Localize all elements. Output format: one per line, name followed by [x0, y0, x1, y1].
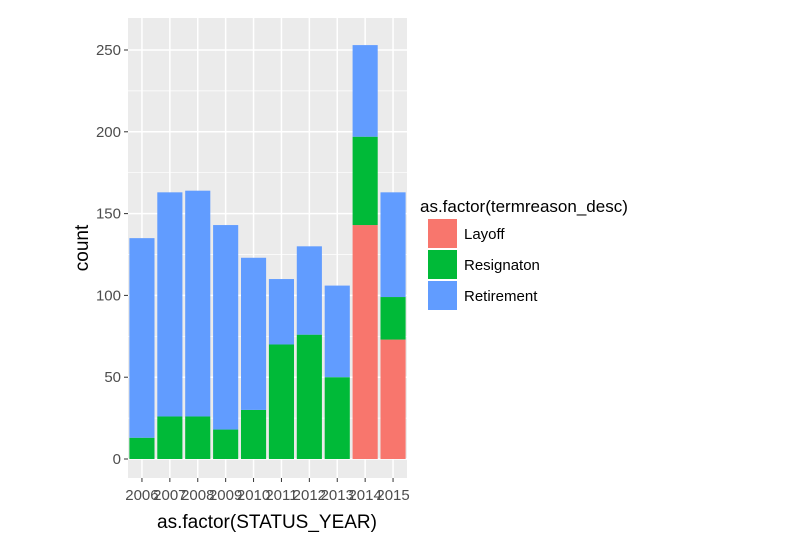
bar-segment-retirement [240, 257, 267, 410]
x-tick-label: 2011 [265, 487, 297, 504]
bars [129, 45, 406, 459]
x-tick-label: 2007 [153, 487, 186, 504]
x-tick-label: 2010 [237, 487, 270, 504]
x-tick-label: 2006 [125, 487, 158, 504]
bar-segment-resignaton [268, 344, 295, 459]
y-tick-label: 150 [96, 206, 121, 223]
legend-title: as.factor(termreason_desc) [420, 197, 628, 216]
axes: 0501001502002502006200720082009201020112… [96, 42, 410, 504]
bar-segment-layoff [380, 339, 406, 459]
x-tick-label: 2015 [376, 487, 409, 504]
bar-segment-resignaton [324, 377, 350, 459]
bar-segment-resignaton [352, 136, 378, 226]
legend-swatch [428, 281, 457, 310]
bar-segment-resignaton [296, 334, 322, 459]
x-tick-label: 2013 [321, 487, 354, 504]
bar-segment-retirement [157, 192, 183, 417]
bar-segment-resignaton [240, 409, 267, 459]
bar-segment-retirement [213, 225, 239, 430]
bar-segment-retirement [324, 285, 350, 378]
legend: as.factor(termreason_desc) Layoff Resigna… [420, 197, 628, 310]
y-tick-label: 250 [96, 42, 121, 59]
legend-swatch [428, 219, 457, 248]
bar-segment-retirement [296, 246, 322, 335]
y-tick-label: 0 [113, 451, 121, 468]
y-axis-label: count [72, 224, 93, 271]
bar-segment-retirement [380, 192, 406, 298]
legend-swatch [428, 250, 457, 279]
bar-segment-retirement [352, 45, 378, 137]
x-tick-label: 2009 [209, 487, 242, 504]
bar-segment-retirement [185, 190, 211, 417]
x-tick-label: 2014 [348, 487, 381, 504]
legend-label: Resignaton [464, 257, 540, 274]
bar-segment-retirement [129, 238, 155, 438]
legend-label: Layoff [464, 226, 505, 243]
y-tick-label: 100 [96, 287, 121, 304]
legend-label: Retirement [464, 288, 538, 305]
bar-segment-resignaton [380, 297, 406, 340]
x-tick-label: 2008 [181, 487, 214, 504]
bar-segment-resignaton [129, 437, 155, 459]
x-axis-label: as.factor(STATUS_YEAR) [157, 512, 377, 533]
y-tick-label: 200 [96, 124, 121, 141]
x-tick-label: 2012 [293, 487, 326, 504]
y-tick-label: 50 [104, 369, 121, 386]
bar-segment-resignaton [185, 416, 211, 459]
bar-segment-retirement [268, 279, 295, 345]
bar-segment-resignaton [213, 429, 239, 459]
bar-segment-resignaton [157, 416, 183, 459]
bar-segment-layoff [352, 225, 378, 459]
